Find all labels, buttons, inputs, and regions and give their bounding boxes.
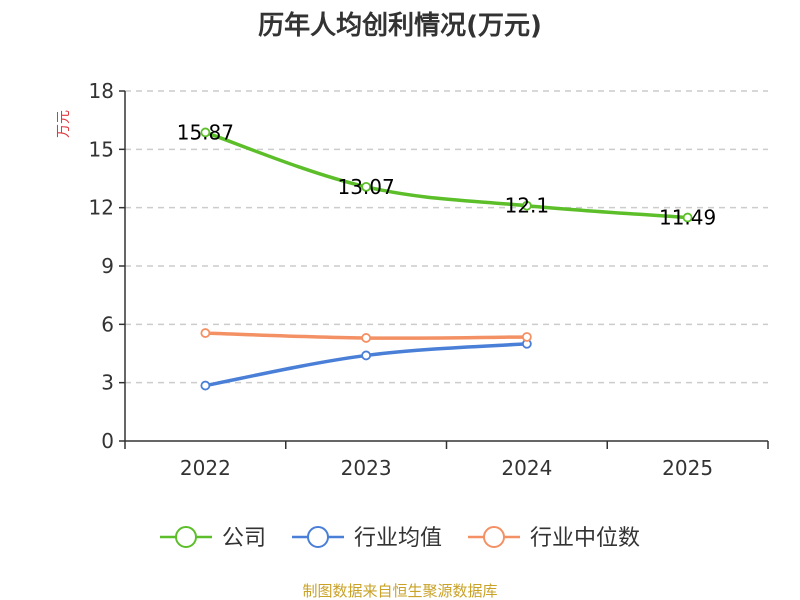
- source-note: 制图数据来自恒生聚源数据库: [302, 582, 497, 600]
- legend-item[interactable]: 公司: [160, 526, 266, 551]
- data-point: [200, 380, 211, 391]
- axes: 0 3 6 9 12 15 18 2022 2023 2024 2025: [89, 79, 769, 480]
- grid: [125, 90, 768, 384]
- data-label: 13.07: [337, 175, 394, 199]
- data-point: [682, 212, 693, 223]
- data-point: [361, 350, 372, 361]
- legend-marker: [175, 526, 197, 548]
- legend-item[interactable]: 行业中位数: [468, 526, 640, 551]
- y-tick-label: 0: [101, 429, 114, 453]
- y-tick-label: 18: [89, 79, 114, 103]
- y-tick-label: 6: [101, 312, 114, 336]
- legend-marker: [307, 526, 329, 548]
- data-label: 15.87: [177, 120, 234, 144]
- data-point: [521, 200, 532, 211]
- y-tick-label: 9: [101, 254, 114, 278]
- legend-label: 行业中位数: [530, 526, 640, 551]
- legend-marker: [483, 526, 505, 548]
- x-tick-label: 2024: [501, 456, 552, 480]
- data-point: [200, 127, 211, 138]
- data-point: [200, 328, 211, 338]
- data-labels: 15.87 13.07 12.1 11.49: [177, 120, 717, 229]
- legend[interactable]: 公司 行业均值 行业中位数: [160, 526, 640, 551]
- x-tick-label: 2022: [180, 456, 231, 480]
- data-point: [361, 181, 372, 192]
- y-tick-label: 3: [101, 371, 114, 395]
- legend-label: 行业均值: [354, 526, 442, 551]
- y-tick-label: 15: [89, 137, 114, 161]
- y-axis-label: 万元: [56, 110, 72, 138]
- data-point: [361, 333, 372, 343]
- legend-label: 公司: [222, 526, 266, 551]
- y-tick-label: 12: [89, 196, 114, 220]
- series-line: [203, 130, 690, 220]
- data-label: 11.49: [659, 206, 716, 230]
- x-tick-label: 2023: [341, 456, 392, 480]
- chart-title: 历年人均创利情况(万元): [258, 10, 542, 41]
- data-label: 12.1: [505, 194, 550, 218]
- legend-item[interactable]: 行业均值: [292, 526, 442, 551]
- series: [200, 127, 693, 391]
- data-point: [521, 332, 532, 342]
- x-tick-label: 2025: [662, 456, 713, 480]
- series-line: [203, 342, 529, 388]
